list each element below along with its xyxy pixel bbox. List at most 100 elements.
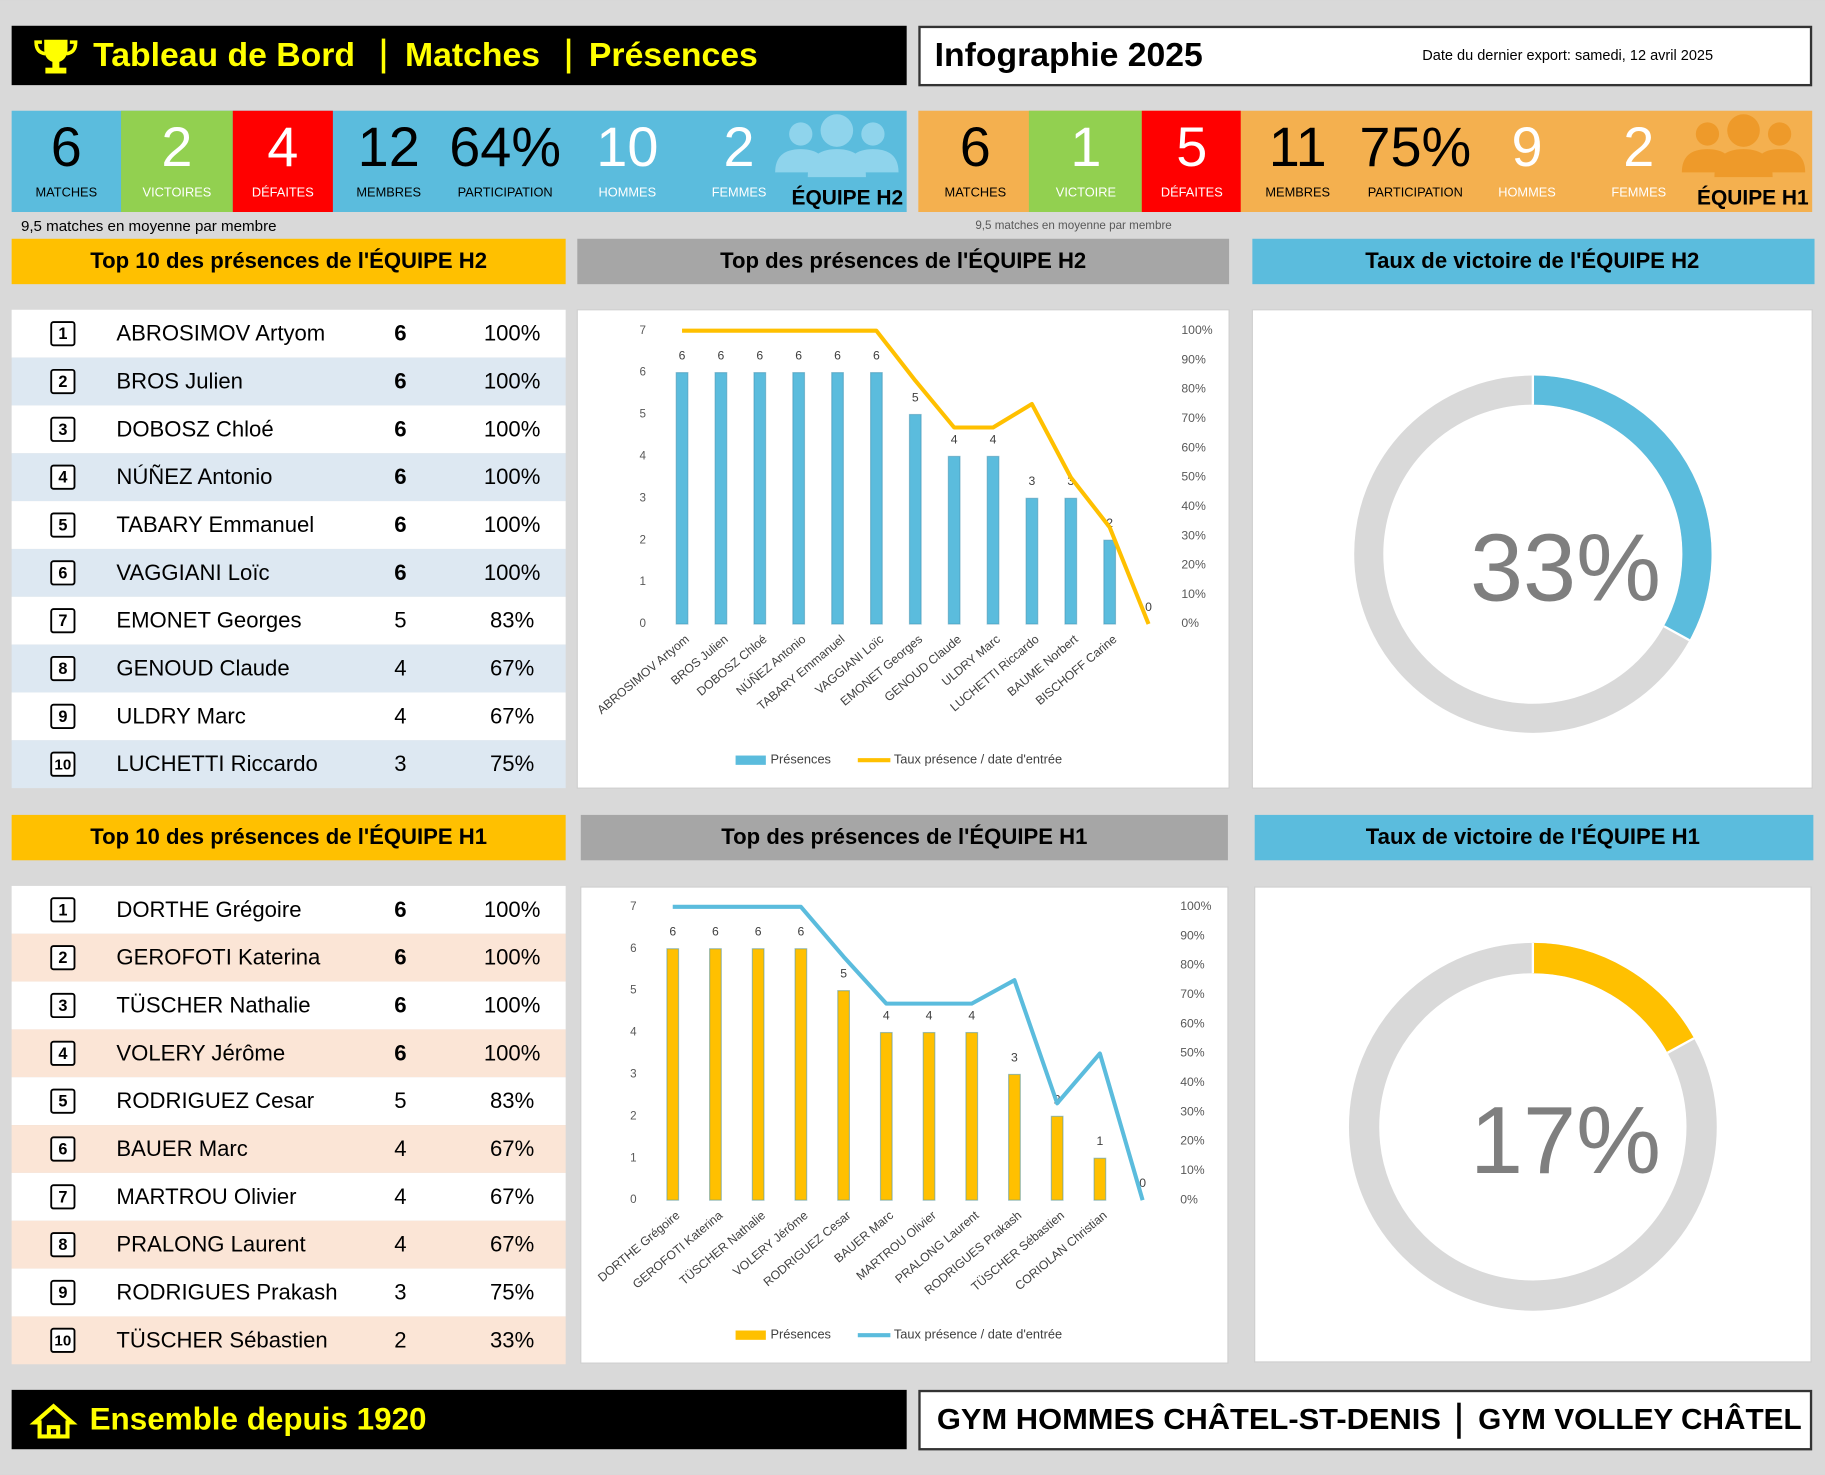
match-count: 6 bbox=[394, 897, 406, 922]
bar bbox=[965, 1031, 979, 1201]
data-label: 1 bbox=[1096, 1134, 1103, 1148]
kpi-value: 4 bbox=[267, 115, 298, 178]
rank: 5 bbox=[58, 1093, 67, 1111]
bar bbox=[908, 413, 922, 625]
kpi-value: 75% bbox=[1359, 115, 1471, 178]
bar bbox=[837, 990, 850, 1201]
line-series bbox=[672, 904, 1145, 1201]
kpi-value: 2 bbox=[161, 115, 192, 178]
kpi-label: HOMMES bbox=[1498, 185, 1556, 200]
y-tick-label: 1 bbox=[630, 1151, 636, 1164]
table-row bbox=[11, 501, 566, 549]
kpi-value: 6 bbox=[51, 115, 82, 178]
match-count: 4 bbox=[394, 1136, 406, 1161]
legend-label: Taux présence / date d'entrée bbox=[894, 752, 1062, 767]
bar bbox=[986, 455, 1000, 625]
y-tick-label: 4 bbox=[639, 449, 646, 462]
y-tick-label: 1 bbox=[639, 575, 645, 588]
rank: 10 bbox=[54, 756, 71, 773]
kpi-value: 12 bbox=[358, 115, 420, 178]
y-tick-label: 3 bbox=[630, 1068, 636, 1081]
table-title: Top 10 des présences de l'ÉQUIPE H1 bbox=[90, 824, 487, 849]
y-tick-label: 0 bbox=[630, 1193, 637, 1206]
data-label: 4 bbox=[968, 1008, 975, 1022]
y-tick-label: 4 bbox=[630, 1026, 637, 1039]
player-name: GEROFOTI Katerina bbox=[116, 945, 321, 970]
player-name: VAGGIANI Loïc bbox=[116, 560, 269, 585]
bar bbox=[753, 372, 767, 625]
kpi-value: 11 bbox=[1269, 115, 1327, 178]
y2-tick-label: 80% bbox=[1181, 382, 1206, 396]
y-tick-label: 2 bbox=[639, 533, 645, 546]
rank: 9 bbox=[58, 708, 67, 726]
data-label: 6 bbox=[834, 349, 841, 363]
match-count: 6 bbox=[394, 992, 406, 1017]
table-title-band bbox=[11, 238, 566, 285]
rank: 1 bbox=[58, 325, 67, 343]
y2-tick-label: 50% bbox=[1180, 1046, 1205, 1060]
chart-box bbox=[576, 309, 1230, 789]
kpi-label: HOMMES bbox=[599, 185, 657, 200]
donut-divider bbox=[1666, 1037, 1695, 1054]
match-count: 5 bbox=[394, 1088, 406, 1113]
table-row bbox=[11, 1125, 566, 1173]
y-tick-label: 5 bbox=[639, 408, 645, 421]
presence-rate: 100% bbox=[484, 512, 541, 537]
data-label: 0 bbox=[1145, 600, 1152, 614]
y2-tick-label: 80% bbox=[1180, 958, 1205, 972]
data-label: 3 bbox=[1067, 474, 1074, 488]
kpi-label: FEMMES bbox=[1611, 185, 1666, 200]
header-bar bbox=[11, 25, 907, 86]
kpi-tile bbox=[1028, 110, 1142, 212]
rank: 6 bbox=[58, 564, 67, 582]
chart-title: Taux de victoire de l'ÉQUIPE H2 bbox=[1365, 248, 1699, 273]
kpi-tile bbox=[1141, 110, 1241, 212]
bar bbox=[1025, 497, 1039, 625]
table-row bbox=[11, 309, 566, 358]
table-row bbox=[11, 644, 566, 693]
player-name: MARTROU Olivier bbox=[116, 1184, 296, 1209]
presence-rate: 67% bbox=[490, 656, 534, 681]
legend-label: Présences bbox=[771, 1327, 831, 1342]
kpi-label: PARTICIPATION bbox=[458, 185, 553, 200]
y2-tick-label: 60% bbox=[1181, 440, 1206, 454]
org-name: GYM VOLLEY CHÂTEL bbox=[1478, 1402, 1802, 1436]
table-row bbox=[11, 1220, 566, 1269]
separator bbox=[381, 38, 386, 74]
rank-box bbox=[50, 321, 76, 347]
rank-box bbox=[50, 512, 76, 538]
table-row bbox=[11, 885, 566, 934]
player-name: TÜSCHER Sébastien bbox=[116, 1327, 327, 1352]
rank: 10 bbox=[54, 1333, 71, 1350]
bar bbox=[947, 455, 961, 625]
rank: 8 bbox=[58, 660, 67, 678]
y-tick-label: 3 bbox=[639, 491, 645, 504]
people-icon bbox=[1727, 114, 1760, 147]
player-name: PRALONG Laurent bbox=[116, 1232, 305, 1257]
chart-title: Top des présences de l'ÉQUIPE H2 bbox=[720, 248, 1086, 273]
match-count: 2 bbox=[394, 1327, 406, 1352]
match-count: 6 bbox=[394, 321, 406, 346]
presence-rate: 100% bbox=[484, 945, 541, 970]
y-tick-label: 5 bbox=[630, 984, 636, 997]
player-name: VOLERY Jérôme bbox=[116, 1040, 285, 1065]
rank-box bbox=[50, 1279, 76, 1306]
team-note: 9,5 matches en moyenne par membre bbox=[21, 218, 277, 235]
people-icon bbox=[789, 122, 813, 146]
presence-rate: 67% bbox=[490, 703, 534, 728]
match-count: 5 bbox=[394, 608, 406, 633]
y2-tick-label: 30% bbox=[1180, 1104, 1205, 1118]
presence-rate: 100% bbox=[484, 464, 541, 489]
bar bbox=[879, 1031, 893, 1201]
match-count: 3 bbox=[394, 751, 406, 776]
table-row bbox=[11, 453, 566, 502]
y2-tick-label: 30% bbox=[1181, 528, 1206, 542]
rank-box bbox=[50, 608, 76, 634]
bar bbox=[831, 372, 844, 625]
line-series bbox=[682, 328, 1151, 625]
title-band bbox=[1252, 238, 1815, 285]
rank: 3 bbox=[58, 997, 67, 1015]
people-icon bbox=[1767, 122, 1792, 146]
y-tick-label: 0 bbox=[639, 617, 646, 630]
